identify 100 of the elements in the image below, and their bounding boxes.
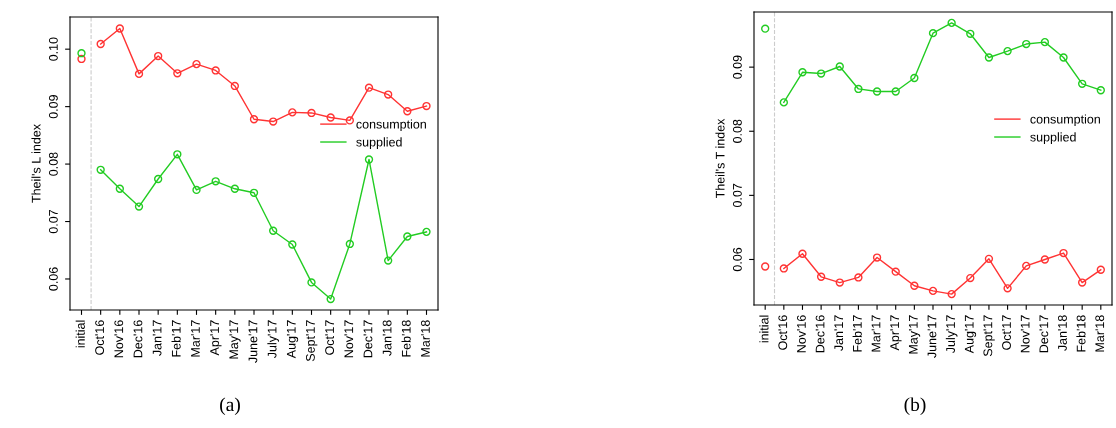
x-tick-label: Aug'17 — [286, 320, 299, 359]
x-tick-label: Nov'17 — [1020, 315, 1030, 353]
text: (a) — [220, 397, 240, 416]
point — [1022, 39, 1031, 49]
point — [403, 232, 412, 241]
x-tick-label: Apr'17 — [210, 320, 222, 356]
point — [192, 59, 201, 69]
point — [835, 62, 844, 71]
x-tick-label: Mar'18 — [421, 320, 430, 357]
point — [307, 278, 316, 287]
point — [854, 84, 863, 94]
point — [1003, 46, 1012, 56]
point — [173, 69, 182, 78]
point — [1022, 261, 1031, 271]
x-tick-label: Feb'17 — [852, 315, 862, 352]
y-axis-title: Theil's T index — [715, 118, 725, 199]
point — [928, 28, 938, 38]
point — [364, 83, 374, 92]
x-tick-label: May'17 — [229, 320, 241, 359]
x-tick-label: Sept'17 — [983, 315, 995, 357]
x-tick-label: June'17 — [248, 320, 258, 363]
y-tick-label: 0.06 — [48, 267, 58, 291]
point — [1077, 79, 1087, 88]
point — [947, 289, 956, 299]
x-tick-label: Nov'17 — [344, 320, 354, 358]
y-tick-label: 0.07 — [732, 183, 742, 208]
x-tick-label: Oct'16 — [95, 320, 105, 355]
x-tick-label: Dec'16 — [133, 320, 143, 358]
point — [947, 18, 956, 28]
point — [403, 107, 412, 116]
point — [288, 108, 297, 117]
point — [1077, 278, 1087, 287]
point — [872, 87, 882, 96]
point — [326, 113, 335, 122]
x-tick-label: initial — [75, 320, 85, 348]
point — [779, 98, 789, 107]
x-tick-label: Apr'17 — [890, 315, 902, 351]
x-tick-label: Dec'17 — [1039, 315, 1049, 353]
x-tick-label: June'17 — [927, 315, 937, 358]
point — [268, 226, 278, 235]
x-tick-label: initial — [759, 315, 769, 343]
x-tick-label: Jan'17 — [152, 320, 162, 356]
point — [1059, 53, 1068, 62]
point — [249, 188, 259, 197]
legend-label: supplied — [1030, 132, 1076, 144]
x-tick-label: Nov'16 — [796, 315, 806, 353]
x-tick-label: Aug'17 — [964, 315, 977, 354]
x-tick-label: July'17 — [267, 320, 279, 359]
point — [966, 273, 975, 283]
point — [153, 174, 163, 184]
point — [268, 117, 278, 126]
point — [307, 108, 316, 118]
point — [1096, 86, 1105, 95]
point — [854, 273, 863, 282]
x-tick-label: Feb'17 — [171, 320, 181, 357]
y-tick-label: 0.07 — [48, 209, 58, 234]
point — [211, 177, 220, 186]
x-tick-label: Dec'16 — [815, 315, 825, 353]
point — [134, 69, 144, 79]
point — [77, 54, 86, 64]
point — [96, 39, 105, 49]
point — [326, 294, 335, 304]
x-tick-label: Mar'18 — [1095, 315, 1105, 352]
y-tick-label: 0.09 — [732, 55, 742, 79]
point — [173, 150, 182, 159]
point — [779, 264, 789, 273]
y-tick-label: 0.08 — [48, 152, 58, 176]
x-tick-label: Jan'17 — [834, 315, 844, 351]
point — [910, 73, 919, 83]
point — [96, 165, 105, 174]
point — [966, 29, 975, 38]
point — [761, 24, 770, 33]
x-tick-label: Sept'17 — [306, 320, 318, 362]
point — [798, 68, 807, 77]
y-tick-label: 0.10 — [48, 37, 58, 61]
point — [1059, 248, 1068, 258]
point — [422, 227, 431, 237]
point — [1040, 37, 1050, 47]
y-tick-label: 0.08 — [732, 119, 742, 143]
point — [761, 262, 770, 271]
legend-label: consumption — [1030, 114, 1100, 127]
point — [383, 90, 393, 99]
x-tick-label: Dec'17 — [363, 320, 373, 358]
text: (b) — [904, 397, 926, 416]
y-tick-label: 0.09 — [48, 95, 58, 119]
legend-label: consumption — [356, 119, 426, 132]
point — [115, 24, 125, 33]
point — [288, 240, 297, 249]
point — [984, 53, 994, 62]
point — [984, 254, 994, 264]
point — [364, 155, 374, 164]
y-axis-title: Theil's L index — [31, 124, 41, 203]
point — [835, 278, 844, 287]
x-tick-label: Jan'18 — [1058, 315, 1067, 351]
x-tick-label: Oct'17 — [325, 320, 335, 355]
x-tick-label: July'17 — [945, 315, 958, 354]
point — [249, 115, 259, 124]
point — [422, 101, 431, 111]
y-tick-label: 0.06 — [732, 247, 742, 272]
x-tick-label: Nov'16 — [114, 320, 124, 358]
